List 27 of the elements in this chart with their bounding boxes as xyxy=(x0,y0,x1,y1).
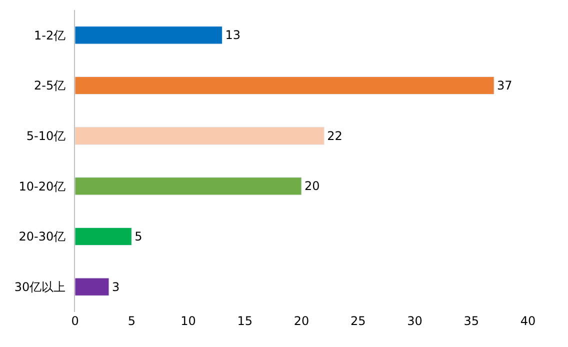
data-label: 5 xyxy=(134,230,142,244)
x-tick-label: 5 xyxy=(128,314,136,328)
data-label: 20 xyxy=(304,179,320,194)
bar xyxy=(75,76,494,95)
y-tick-label: 5-10亿 xyxy=(26,129,66,144)
data-label: 3 xyxy=(112,280,120,294)
data-label: 37 xyxy=(497,78,512,92)
x-tick-label: 20 xyxy=(294,314,310,328)
y-tick-label: 30亿以上 xyxy=(14,280,66,294)
x-tick-label: 0 xyxy=(71,314,79,328)
x-tick-label: 10 xyxy=(180,314,196,328)
bar xyxy=(75,177,302,196)
y-tick-label: 20-30亿 xyxy=(18,230,66,244)
data-label: 22 xyxy=(327,128,342,143)
x-tick-label: 25 xyxy=(350,314,366,328)
y-tick-label: 2-5亿 xyxy=(34,78,66,93)
x-tick-label: 30 xyxy=(407,314,422,328)
bar xyxy=(75,227,132,246)
x-tick-label: 15 xyxy=(237,314,253,328)
bar xyxy=(75,26,222,44)
y-tick-label: 10-20亿 xyxy=(18,179,66,194)
bar xyxy=(75,126,324,145)
data-label: 13 xyxy=(225,28,241,42)
y-tick-label: 1-2亿 xyxy=(34,28,66,42)
x-tick-label: 40 xyxy=(520,314,536,328)
bar xyxy=(75,278,110,296)
x-tick-label: 35 xyxy=(464,314,480,328)
